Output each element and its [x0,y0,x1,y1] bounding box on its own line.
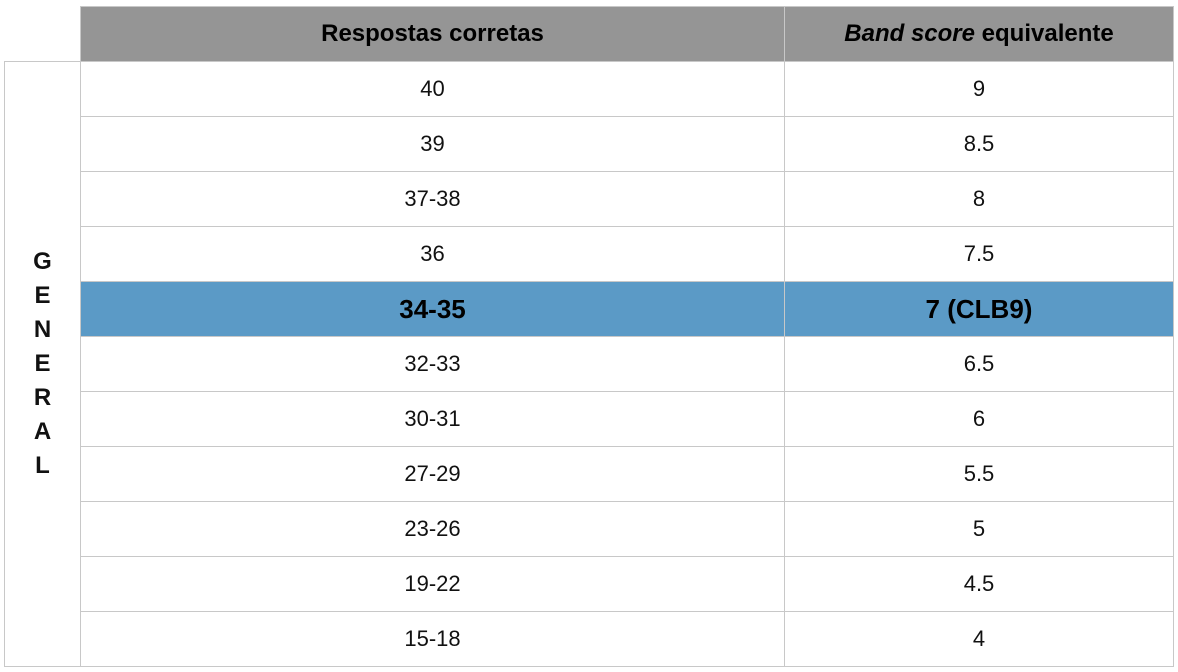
correct-answers-cell: 37-38 [80,171,785,227]
correct-answers-cell: 32-33 [80,336,785,392]
table-row-highlighted: 34-35 7 (CLB9) [5,281,1174,337]
table-row: 15-18 4 [5,611,1174,667]
correct-answers-cell: 36 [80,226,785,282]
band-score-cell: 4 [784,611,1174,667]
table-row: 23-26 5 [5,501,1174,557]
band-score-cell: 8 [784,171,1174,227]
general-side-label: GENERAL [4,61,81,667]
table-row: 30-31 6 [5,391,1174,447]
table-row: 32-33 6.5 [5,336,1174,392]
band-score-cell: 7 (CLB9) [784,281,1174,337]
band-score-cell: 5 [784,501,1174,557]
side-header-blank [4,6,81,62]
general-side-label-text: GENERAL [33,248,52,479]
band-score-cell: 6.5 [784,336,1174,392]
header-correct-answers: Respostas corretas [80,6,785,62]
table-header-row: Respostas corretas Band score equivalent… [4,6,1174,62]
table-row: GENERAL 40 9 [4,61,1174,667]
band-score-cell: 8.5 [784,116,1174,172]
table-row: 37-38 8 [5,171,1174,227]
band-score-cell: 5.5 [784,446,1174,502]
correct-answers-cell: 23-26 [80,501,785,557]
header-band-score-rest: equivalente [975,20,1114,47]
header-band-score-italic: Band score [844,20,975,47]
correct-answers-cell: 19-22 [80,556,785,612]
correct-answers-cell: 40 [80,61,785,117]
band-score-cell: 4.5 [784,556,1174,612]
band-score-cell: 9 [784,61,1174,117]
correct-answers-cell: 30-31 [80,391,785,447]
table-row: 39 8.5 [5,116,1174,172]
header-band-score: Band score equivalente [784,6,1174,62]
correct-answers-cell: 34-35 [80,281,785,337]
correct-answers-cell: 39 [80,116,785,172]
band-score-cell: 6 [784,391,1174,447]
band-score-cell: 7.5 [784,226,1174,282]
correct-answers-cell: 15-18 [80,611,785,667]
table-row: 36 7.5 [5,226,1174,282]
band-score-table: Respostas corretas Band score equivalent… [4,6,1174,667]
table-row: 19-22 4.5 [5,556,1174,612]
table-row: 27-29 5.5 [5,446,1174,502]
correct-answers-cell: 27-29 [80,446,785,502]
